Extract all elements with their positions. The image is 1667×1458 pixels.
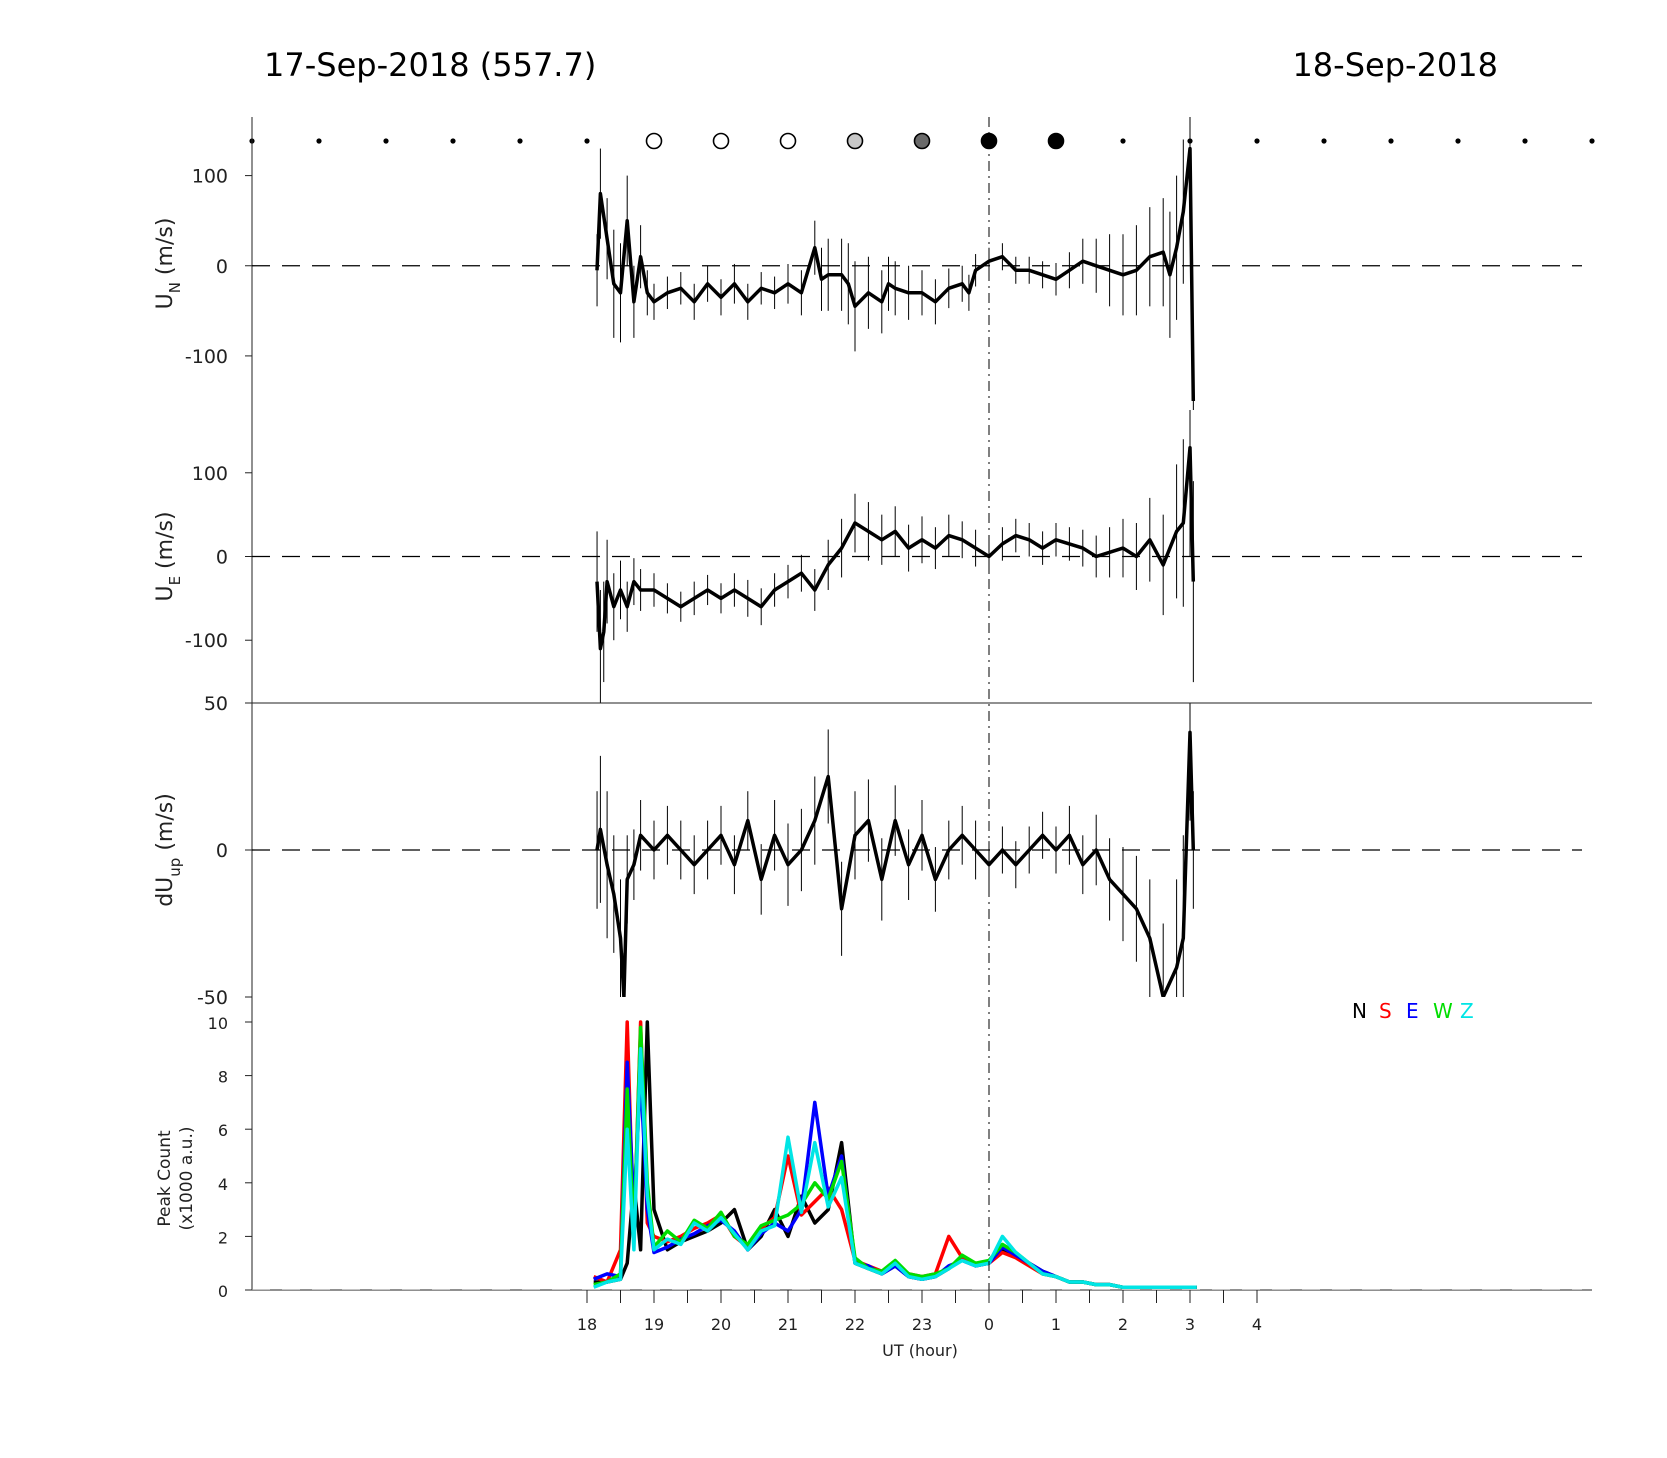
moon-dot xyxy=(316,138,322,144)
legend-item-Z: Z xyxy=(1460,999,1474,1023)
y-tick-label: 2 xyxy=(218,1228,228,1247)
moon-dot xyxy=(1120,138,1126,144)
x-tick-label: 4 xyxy=(1252,1315,1262,1334)
y-axis-label: Peak Count xyxy=(155,1130,175,1227)
x-tick-label: 3 xyxy=(1185,1315,1195,1334)
moon-dot xyxy=(1455,138,1461,144)
moon-dot xyxy=(1388,138,1394,144)
series-peak xyxy=(252,1020,1582,1290)
moon-dot xyxy=(1589,138,1595,144)
moon-circle xyxy=(712,132,730,150)
y-tick-label: 0 xyxy=(216,547,228,569)
series-un xyxy=(595,117,1196,410)
title-right: 18-Sep-2018 xyxy=(1292,46,1498,84)
moon-circle xyxy=(779,132,797,150)
series-line-N xyxy=(593,1020,1197,1290)
series-line-E xyxy=(593,1060,1197,1290)
legend-item-E: E xyxy=(1406,999,1419,1023)
series-line xyxy=(595,730,1196,997)
y-axis-label: UN (m/s) xyxy=(153,218,184,310)
moon-phase-row xyxy=(249,132,1595,150)
series-dup xyxy=(595,703,1196,997)
moon-dot xyxy=(1522,138,1528,144)
y-tick-label: 0 xyxy=(216,840,228,862)
moon-circle xyxy=(913,132,931,150)
x-tick-label: 22 xyxy=(845,1315,865,1334)
title-left: 17-Sep-2018 (557.7) xyxy=(264,46,596,84)
x-tick-label: 2 xyxy=(1118,1315,1128,1334)
moon-dot xyxy=(1321,138,1327,144)
y-axis-label: dUup (m/s) xyxy=(153,793,184,907)
moon-dot xyxy=(584,138,590,144)
y-tick-label: -100 xyxy=(185,346,228,368)
x-axis: UT (hour) 18 19 20 21 22 23 0 1 2 3 4 xyxy=(577,1290,1262,1360)
panel-ue: 100 0 -100 UE (m/s) xyxy=(153,410,1582,703)
legend-item-N: N xyxy=(1352,999,1367,1023)
y-tick-label: 100 xyxy=(192,166,228,188)
series-line xyxy=(595,445,1196,651)
y-tick-label: 10 xyxy=(208,1014,228,1033)
y-tick-label: -50 xyxy=(197,987,228,1009)
x-tick-label: 21 xyxy=(778,1315,798,1334)
y-tick-label: 6 xyxy=(218,1121,228,1140)
panel-dup: 50 0 -50 dUup (m/s) xyxy=(153,693,1582,1009)
x-tick-label: 0 xyxy=(984,1315,994,1334)
series-ue xyxy=(595,410,1196,703)
y-axis-label: UE (m/s) xyxy=(153,511,184,601)
x-tick-label: 1 xyxy=(1051,1315,1061,1334)
moon-dot xyxy=(1254,138,1260,144)
y-tick-label: 100 xyxy=(192,463,228,485)
series-line-W xyxy=(593,1025,1197,1290)
y-tick-label: 0 xyxy=(216,256,228,278)
y-tick-label: 4 xyxy=(218,1175,228,1194)
moon-circle xyxy=(1047,132,1065,150)
legend-item-W: W xyxy=(1433,999,1453,1023)
series-line-S xyxy=(593,1020,1197,1290)
y-tick-label: 8 xyxy=(218,1068,228,1087)
moon-dot xyxy=(383,138,389,144)
panel-peak: 10 8 6 4 2 0 Peak Count (x1000 a.u.) N S E W Z xyxy=(155,997,1592,1301)
y-tick-label: -100 xyxy=(185,630,228,652)
y-tick-label: 0 xyxy=(218,1282,228,1301)
moon-circle xyxy=(645,132,663,150)
panel-un: 100 0 -100 UN (m/s) xyxy=(153,117,1582,410)
moon-dot xyxy=(450,138,456,144)
legend-item-S: S xyxy=(1379,999,1392,1023)
series-line-Z xyxy=(593,1047,1197,1290)
x-axis-label: UT (hour) xyxy=(882,1341,958,1360)
y-tick-label: 50 xyxy=(204,693,228,715)
x-tick-label: 19 xyxy=(644,1315,664,1334)
moon-dot xyxy=(517,138,523,144)
x-tick-label: 18 xyxy=(577,1315,597,1334)
series-line xyxy=(595,146,1196,402)
y-axis-label-units: (x1000 a.u.) xyxy=(177,1127,197,1231)
x-tick-label: 23 xyxy=(912,1315,932,1334)
x-tick-label: 20 xyxy=(711,1315,731,1334)
moon-circle xyxy=(846,132,864,150)
